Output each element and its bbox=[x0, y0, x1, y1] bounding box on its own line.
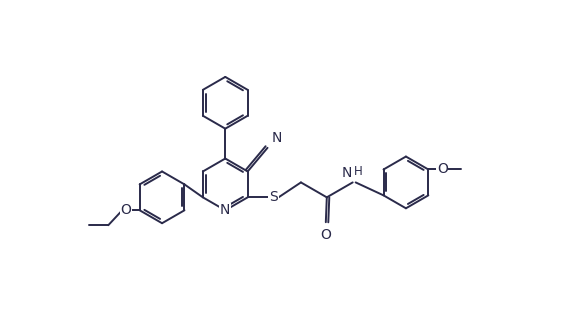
Text: N: N bbox=[220, 203, 231, 217]
Text: S: S bbox=[269, 190, 278, 204]
Text: H: H bbox=[354, 165, 362, 178]
Text: O: O bbox=[320, 228, 331, 242]
Text: O: O bbox=[120, 203, 131, 217]
Text: N: N bbox=[272, 131, 282, 145]
Text: N: N bbox=[342, 166, 352, 180]
Text: O: O bbox=[437, 163, 447, 176]
